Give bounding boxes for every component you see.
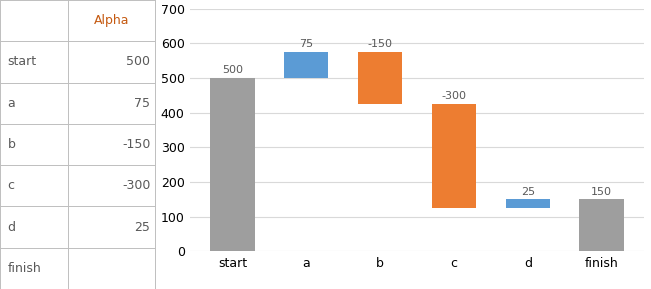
Text: -150: -150 [368,39,393,49]
Text: finish: finish [8,262,42,275]
Text: 150: 150 [591,187,612,197]
Text: -300: -300 [441,91,467,101]
Text: 500: 500 [126,55,150,68]
Text: d: d [8,221,16,234]
Text: -300: -300 [122,179,150,192]
Bar [579,199,624,251]
Bar [432,104,476,208]
Text: -150: -150 [122,138,150,151]
Text: 500: 500 [222,65,243,75]
Text: a: a [8,97,16,110]
Text: 75: 75 [134,97,150,110]
Bar [284,52,328,78]
Text: 25: 25 [521,187,535,197]
Text: 25: 25 [135,221,150,234]
Bar [210,78,255,251]
Bar [358,52,402,104]
Text: c: c [8,179,15,192]
Text: Alpha: Alpha [94,14,130,27]
Text: b: b [8,138,16,151]
Bar [506,199,550,208]
Text: start: start [8,55,37,68]
Text: 75: 75 [299,39,313,49]
